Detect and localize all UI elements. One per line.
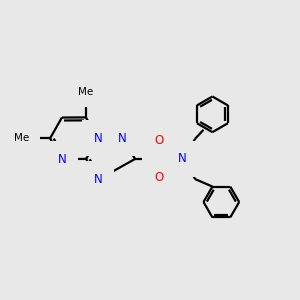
Text: N: N	[58, 152, 67, 166]
Text: S: S	[155, 152, 163, 165]
Text: N: N	[178, 152, 187, 165]
Text: N: N	[117, 132, 126, 145]
Text: Me: Me	[14, 133, 30, 143]
Text: O: O	[154, 171, 164, 184]
Text: Me: Me	[78, 87, 94, 97]
Text: O: O	[154, 134, 164, 147]
Text: N: N	[94, 132, 102, 145]
Text: N: N	[94, 173, 102, 186]
